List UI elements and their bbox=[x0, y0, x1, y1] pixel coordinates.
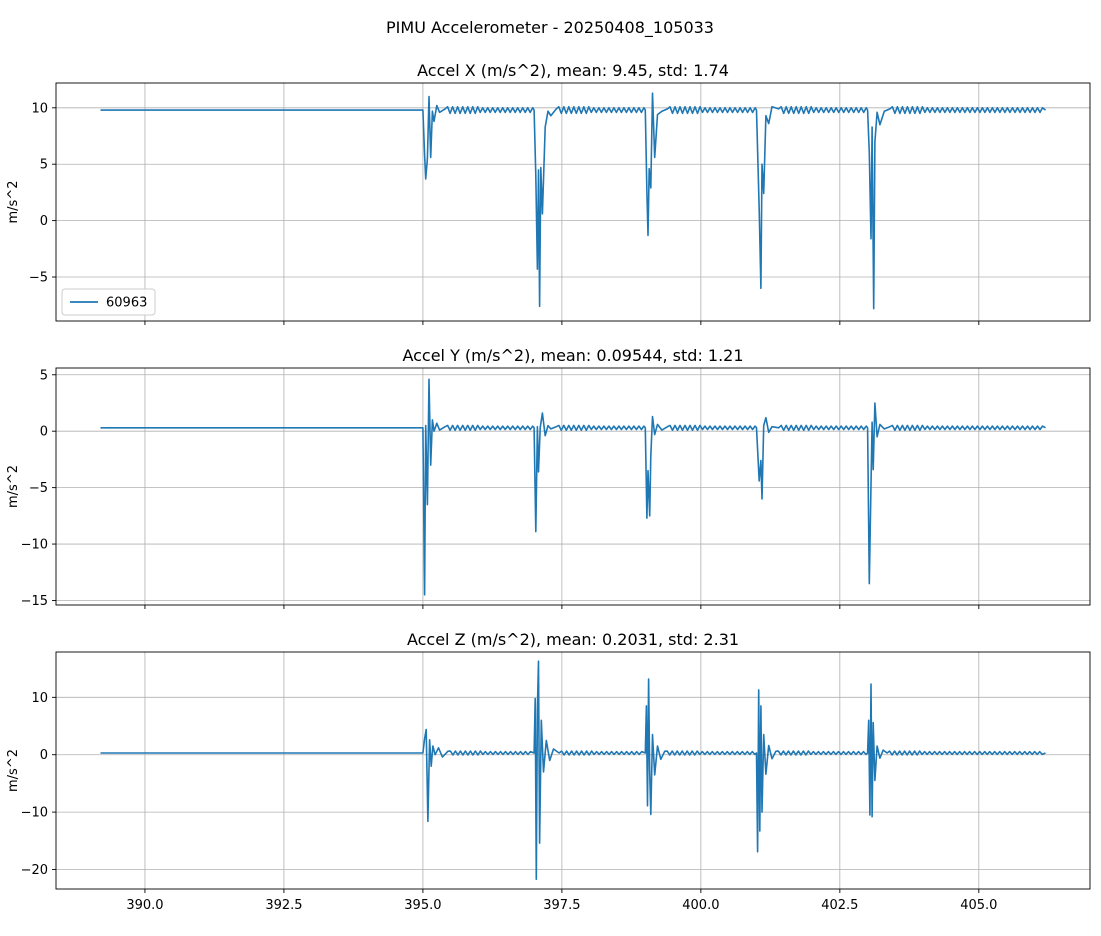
subplot-panels: Accel X (m/s^2), mean: 9.45, std: 1.74 −5… bbox=[6, 61, 1091, 913]
y-tick-label: −20 bbox=[21, 863, 48, 878]
x-tick-label: 395.0 bbox=[404, 898, 441, 913]
legend-entry: 60963 bbox=[106, 296, 147, 311]
axes-frame bbox=[55, 651, 1091, 890]
subplot-title: Accel X (m/s^2), mean: 9.45, std: 1.74 bbox=[417, 61, 729, 80]
y-tick-label: 10 bbox=[31, 101, 48, 116]
y-tick-label: 0 bbox=[40, 748, 48, 763]
subplot-title: Accel Y (m/s^2), mean: 0.09544, std: 1.2… bbox=[402, 346, 743, 365]
y-tick-label: 5 bbox=[40, 158, 48, 173]
y-tick-label: −5 bbox=[29, 271, 48, 286]
y-tick-label: 5 bbox=[40, 368, 48, 383]
series-line bbox=[100, 660, 1046, 880]
y-tick-label: 10 bbox=[31, 691, 48, 706]
axes-frame bbox=[55, 82, 1091, 322]
y-axis-label: m/s^2 bbox=[6, 465, 21, 508]
y-tick-label: −10 bbox=[21, 538, 48, 553]
series-line bbox=[100, 92, 1046, 310]
y-tick-label: −10 bbox=[21, 806, 48, 821]
x-tick-label: 405.0 bbox=[960, 898, 997, 913]
y-tick-label: 0 bbox=[40, 425, 48, 440]
x-tick-label: 397.5 bbox=[543, 898, 580, 913]
subplot-3: Accel Z (m/s^2), mean: 0.2031, std: 2.31… bbox=[6, 630, 1091, 913]
x-tick-label: 390.0 bbox=[126, 898, 163, 913]
subplot-1: Accel X (m/s^2), mean: 9.45, std: 1.74 −5… bbox=[6, 61, 1091, 325]
x-tick-label: 400.0 bbox=[682, 898, 719, 913]
subplot-title: Accel Z (m/s^2), mean: 0.2031, std: 2.31 bbox=[407, 630, 739, 649]
x-tick-label: 392.5 bbox=[265, 898, 302, 913]
series-line bbox=[100, 378, 1046, 596]
axes-frame bbox=[55, 367, 1091, 606]
y-axis-label: m/s^2 bbox=[6, 749, 21, 792]
y-tick-label: −15 bbox=[21, 594, 48, 609]
legend-box bbox=[61, 288, 156, 316]
y-axis-label: m/s^2 bbox=[6, 181, 21, 224]
y-tick-label: −5 bbox=[29, 481, 48, 496]
legend: 60963 bbox=[61, 288, 156, 316]
x-tick-label: 402.5 bbox=[821, 898, 858, 913]
y-tick-label: 0 bbox=[40, 214, 48, 229]
figure-suptitle: PIMU Accelerometer - 20250408_105033 bbox=[386, 18, 714, 38]
subplot-2: Accel Y (m/s^2), mean: 0.09544, std: 1.2… bbox=[6, 346, 1091, 609]
